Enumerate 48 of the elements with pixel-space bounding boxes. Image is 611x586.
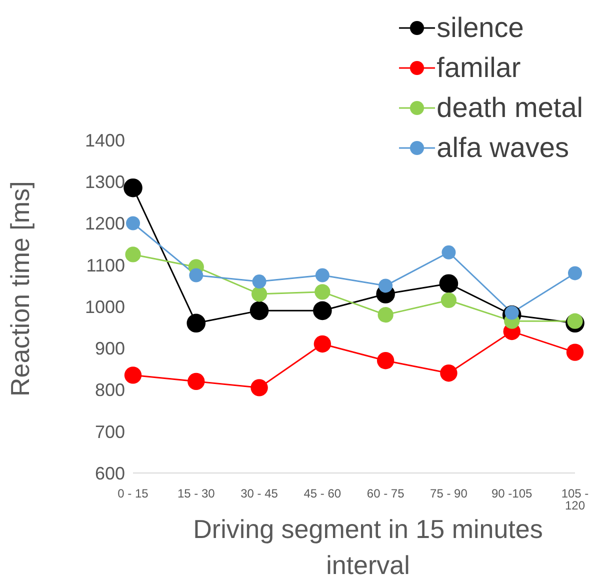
point — [378, 278, 393, 293]
point — [252, 274, 266, 289]
point — [188, 372, 205, 390]
point — [124, 366, 142, 384]
point — [440, 364, 458, 382]
point — [566, 344, 584, 361]
point — [440, 292, 457, 308]
y-tick-label: 600 — [94, 463, 125, 484]
y-axis-title: Reaction time [ms] — [5, 181, 36, 396]
legend-label: familar — [436, 52, 521, 84]
x-tick-label: 0 - 15 — [118, 486, 149, 501]
point — [315, 268, 330, 282]
y-tick-label: 1000 — [84, 296, 125, 317]
point — [568, 266, 582, 280]
point — [186, 314, 206, 333]
point — [189, 268, 204, 282]
y-tick-label: 800 — [94, 380, 125, 400]
x-tick-label: 105 - 120 — [561, 486, 589, 513]
point — [442, 245, 456, 260]
point — [314, 284, 330, 300]
point — [313, 301, 332, 320]
point — [378, 307, 394, 323]
x-tick-label: 45 - 60 — [304, 486, 342, 501]
x-tick-label: 90 -105 — [492, 486, 533, 501]
point — [125, 246, 141, 262]
point — [567, 313, 583, 329]
point — [376, 352, 394, 370]
y-tick-label: 1300 — [84, 172, 125, 192]
x-tick-label: 60 - 75 — [366, 486, 405, 501]
y-tick-label: 1200 — [84, 214, 125, 234]
x-tick-label: 15 - 30 — [177, 486, 216, 501]
legend-label: alfa waves — [436, 132, 569, 164]
y-tick-label: 1100 — [86, 255, 125, 276]
point — [251, 286, 268, 302]
point — [439, 274, 458, 294]
x-axis-title: Driving segment in 15 minutes interval — [192, 513, 544, 582]
point — [250, 379, 268, 396]
point — [126, 216, 140, 230]
point — [314, 335, 332, 353]
legend-label: silence — [436, 12, 524, 44]
y-tick-label: 1400 — [84, 130, 125, 150]
point — [124, 178, 142, 198]
y-tick-label: 900 — [94, 338, 125, 359]
x-tick-label: 30 - 45 — [240, 486, 278, 501]
legend-label: death metal — [436, 92, 583, 124]
x-tick-label: 75 - 90 — [430, 486, 468, 501]
point — [250, 301, 269, 320]
y-tick-label: 700 — [94, 422, 125, 442]
